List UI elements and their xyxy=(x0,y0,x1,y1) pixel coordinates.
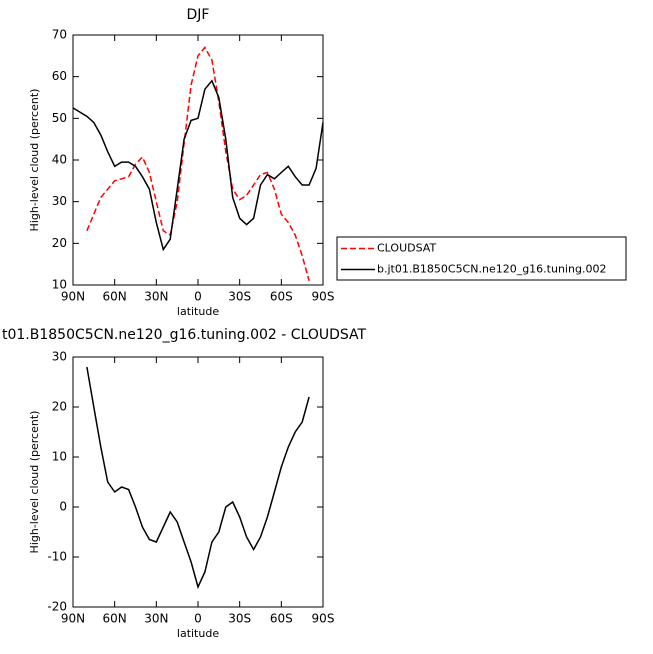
x-tick-label: 30N xyxy=(144,290,168,304)
x-tick-label: 0 xyxy=(194,290,202,304)
y-tick-label: 20 xyxy=(52,236,67,250)
y-tick-label: 70 xyxy=(52,28,67,42)
series-line xyxy=(72,79,324,252)
x-tick-label: 0 xyxy=(194,612,202,626)
y-tick-label: 10 xyxy=(52,450,67,464)
plot-frame xyxy=(72,34,324,286)
y-axis-label: High-level cloud (percent) xyxy=(28,89,41,232)
legend-label: b.jt01.B1850C5CN.ne120_g16.tuning.002 xyxy=(377,263,606,276)
x-tick-label: 60N xyxy=(103,612,127,626)
x-tick-label: 60S xyxy=(270,612,293,626)
x-tick-label: 30S xyxy=(228,612,251,626)
x-tick-label: 30S xyxy=(228,290,251,304)
y-tick-label: 30 xyxy=(52,350,67,364)
x-axis-label: latitude xyxy=(177,627,219,640)
x-tick-label: 60N xyxy=(103,290,127,304)
y-tick-label: 0 xyxy=(59,500,67,514)
y-tick-label: 50 xyxy=(52,111,67,125)
y-tick-label: 60 xyxy=(52,69,67,83)
y-tick-label: -10 xyxy=(47,550,67,564)
x-tick-label: 90N xyxy=(61,290,85,304)
y-tick-label: 40 xyxy=(52,153,67,167)
x-tick-label: 90S xyxy=(312,290,335,304)
x-tick-label: 30N xyxy=(144,612,168,626)
y-tick-label: 10 xyxy=(52,278,67,292)
chart-title: t01.B1850C5CN.ne120_g16.tuning.002 - CLO… xyxy=(2,327,366,343)
plot-frame xyxy=(72,356,324,608)
x-tick-label: 90N xyxy=(61,612,85,626)
legend-label: CLOUDSAT xyxy=(377,242,436,255)
x-tick-label: 60S xyxy=(270,290,293,304)
y-axis-label: High-level cloud (percent) xyxy=(28,411,41,554)
chart-title: DJF xyxy=(187,7,210,23)
series-line xyxy=(86,46,310,281)
series-line xyxy=(86,366,310,590)
y-tick-label: 20 xyxy=(52,400,67,414)
y-tick-label: -20 xyxy=(47,600,67,614)
legend-box xyxy=(336,236,627,281)
x-axis-label: latitude xyxy=(177,305,219,318)
y-tick-label: 30 xyxy=(52,194,67,208)
x-tick-label: 90S xyxy=(312,612,335,626)
